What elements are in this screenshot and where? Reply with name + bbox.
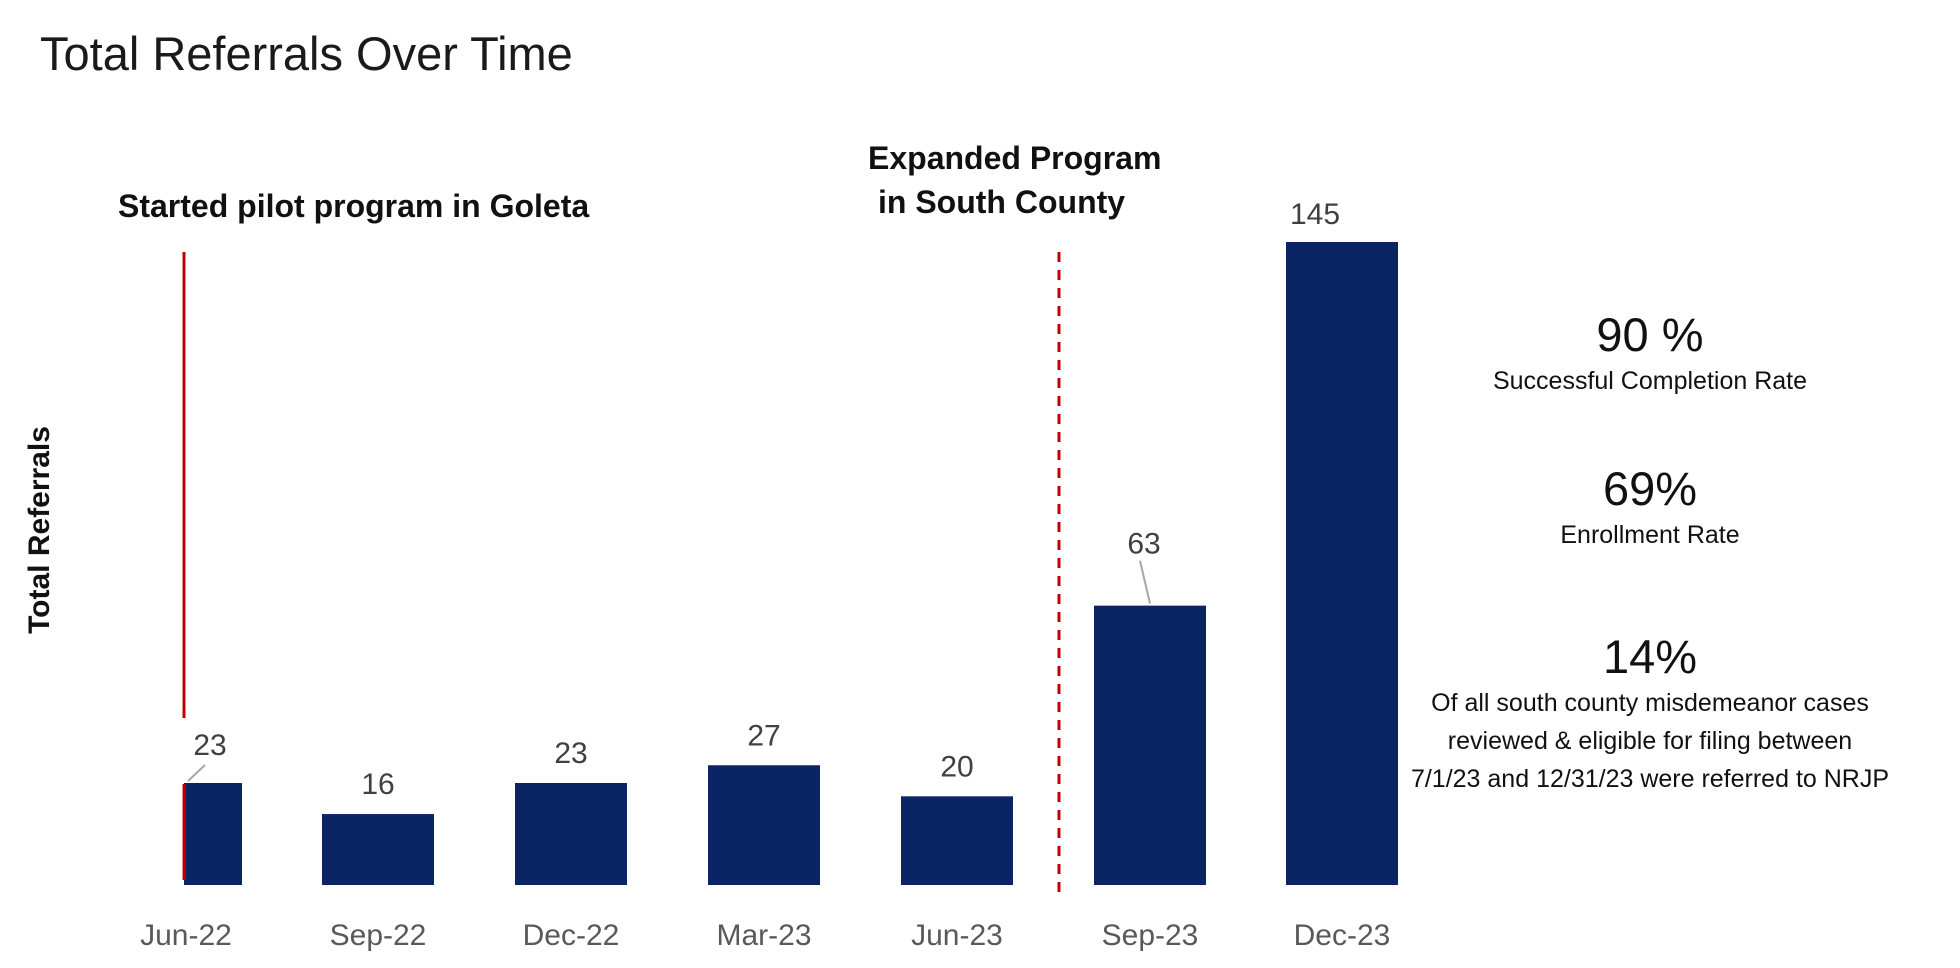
- x-tick-label: Sep-23: [1102, 919, 1199, 952]
- data-label-leader-line: [1139, 560, 1151, 604]
- stat-referral-share: 14% Of all south county misdemeanor case…: [1340, 630, 1960, 798]
- data-label-dec-23: 145: [1290, 198, 1340, 231]
- x-tick-labels-layer: Jun-22 Sep-22 Dec-22 Mar-23 Jun-23 Sep-23 Dec-…: [140, 919, 1390, 952]
- x-tick-label: Sep-22: [330, 919, 427, 952]
- bar-jun-22: [184, 783, 242, 885]
- bar-mar-23: [708, 765, 820, 885]
- bar-jun-23: [901, 796, 1013, 885]
- stat-completion-rate: 90 % Successful Completion Rate: [1340, 308, 1960, 400]
- data-label-jun-23: 20: [940, 750, 973, 783]
- stat-description-line: 7/1/23 and 12/31/23 were referred to NRJ…: [1410, 765, 1890, 793]
- data-label-leader-line: [187, 764, 206, 782]
- stat-description: Enrollment Rate: [1560, 521, 1740, 549]
- x-tick-label: Dec-23: [1294, 919, 1391, 952]
- bar-dec-22: [515, 783, 627, 885]
- event-markers-layer: [182, 252, 1061, 900]
- data-label-sep-23: 63: [1127, 528, 1160, 561]
- pilot-program-annotation: Started pilot program in Goleta: [118, 188, 590, 224]
- data-labels-layer: 23 16 23 27 20 63 145: [193, 198, 1340, 801]
- stat-value: 14%: [1602, 630, 1698, 683]
- expanded-program-annotation: Expanded Program in South County: [868, 136, 1161, 224]
- stat-description: Successful Completion Rate: [1492, 367, 1808, 395]
- chart-title: Total Referrals Over Time: [40, 27, 573, 80]
- bars-layer: [184, 242, 1398, 885]
- stat-value: 69%: [1602, 462, 1698, 515]
- data-label-dec-22: 23: [554, 737, 587, 770]
- leader-lines-layer: [187, 560, 1151, 782]
- data-label-jun-22: 23: [193, 729, 226, 762]
- stat-value: 90 %: [1596, 308, 1704, 361]
- stat-description-line: Of all south county misdemeanor cases: [1431, 689, 1869, 717]
- expanded-program-annotation-line1: Expanded Program: [868, 140, 1162, 176]
- bar-dec-23: [1286, 242, 1398, 885]
- bar-sep-23: [1094, 605, 1206, 885]
- expanded-program-annotation-line2: in South County: [878, 184, 1126, 220]
- x-tick-label: Jun-22: [140, 919, 232, 952]
- data-label-mar-23: 27: [747, 719, 780, 752]
- stat-enrollment-rate: 69% Enrollment Rate: [1340, 462, 1960, 554]
- x-tick-label: Dec-22: [523, 919, 620, 952]
- data-label-sep-22: 16: [361, 768, 394, 801]
- x-tick-label: Mar-23: [716, 919, 811, 952]
- stat-description-line: reviewed & eligible for filing between: [1447, 727, 1853, 755]
- bar-sep-22: [322, 814, 434, 885]
- x-tick-label: Jun-23: [911, 919, 1003, 952]
